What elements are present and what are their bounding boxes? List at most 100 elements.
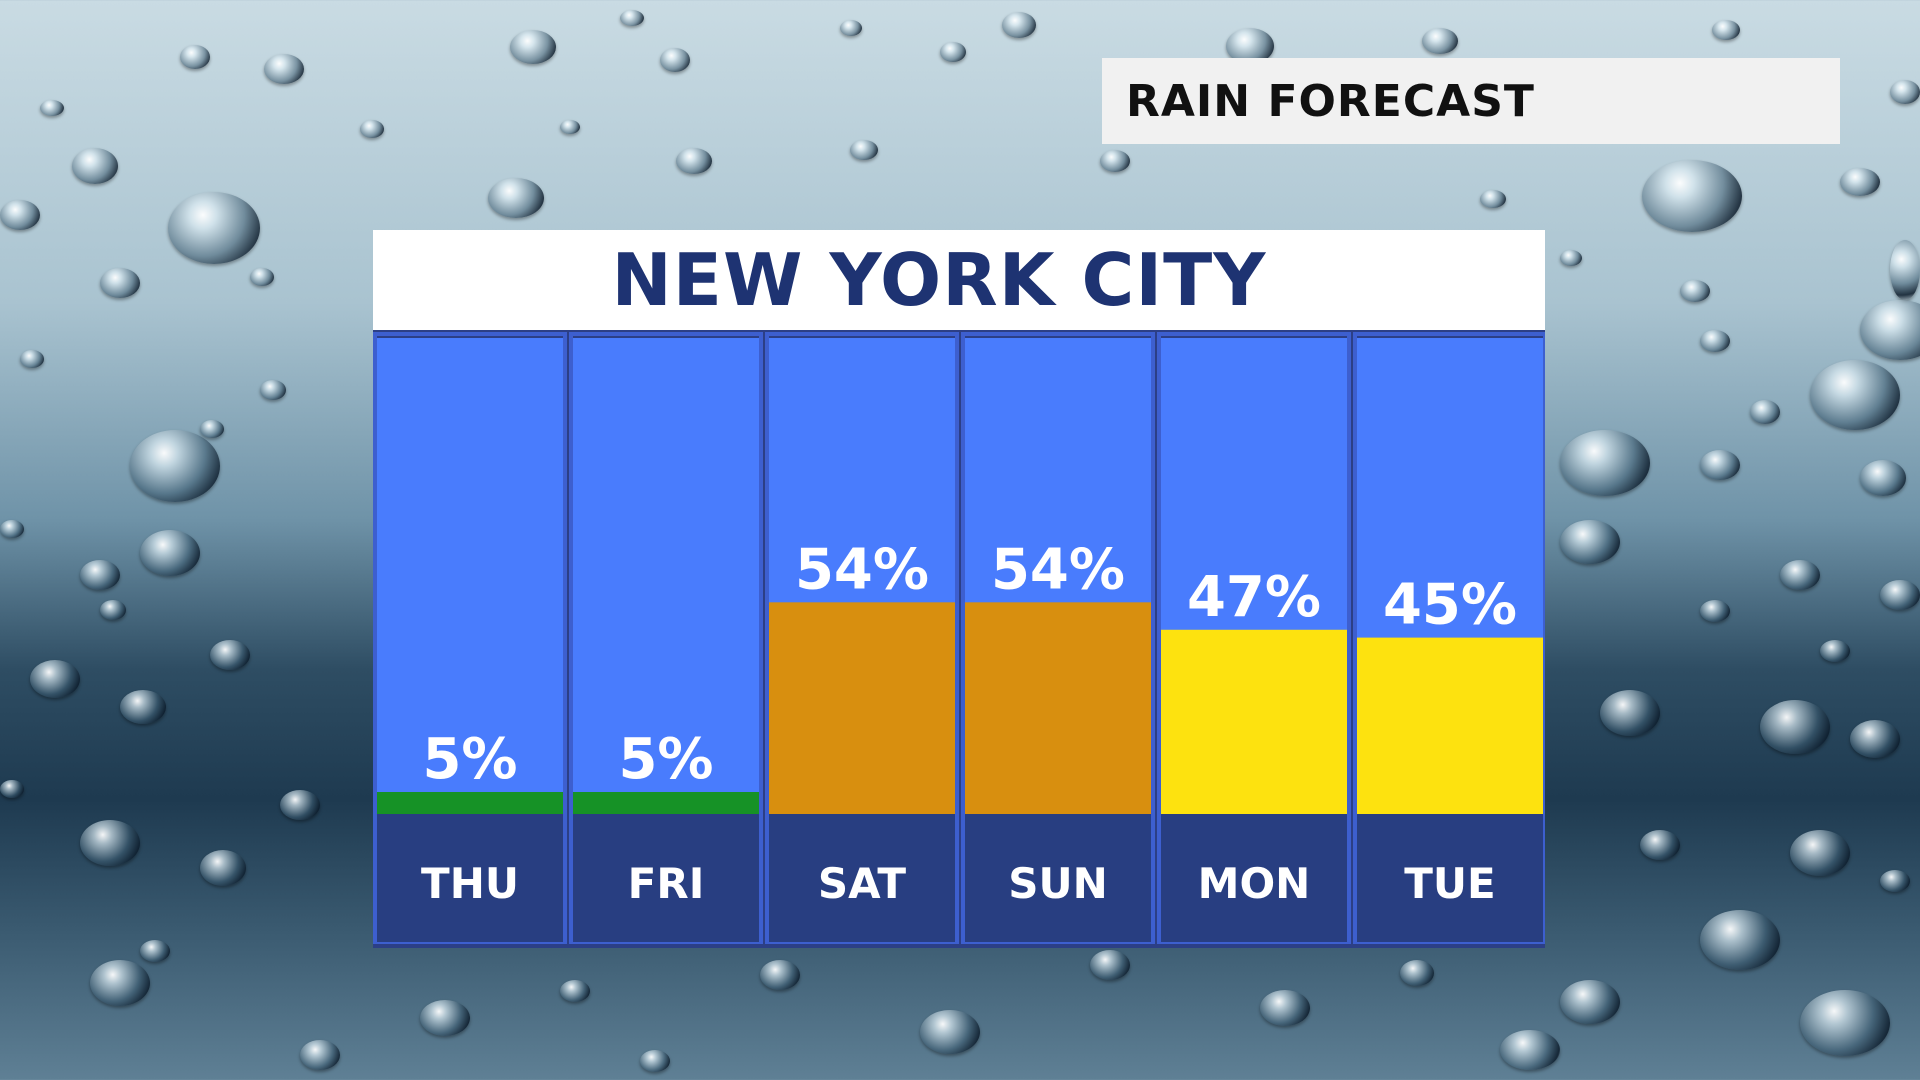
- bar-sat: [769, 602, 955, 814]
- raindrop: [560, 120, 580, 134]
- chart-title: NEW YORK CITY: [611, 238, 1267, 322]
- raindrop: [360, 120, 384, 138]
- raindrop: [1422, 28, 1458, 54]
- raindrop: [140, 530, 200, 576]
- raindrop: [420, 1000, 470, 1036]
- column-background: [573, 338, 759, 814]
- raindrop: [1890, 80, 1920, 104]
- value-label-fri: 5%: [618, 727, 713, 792]
- raindrop: [660, 48, 690, 72]
- raindrop: [80, 820, 140, 866]
- raindrop: [640, 1050, 670, 1072]
- raindrop: [1800, 990, 1890, 1056]
- chart-title-box: NEW YORK CITY: [373, 230, 1545, 330]
- raindrop: [1860, 300, 1920, 360]
- raindrop: [1500, 1030, 1560, 1070]
- raindrop: [1560, 980, 1620, 1024]
- category-label-mon: MON: [1198, 859, 1311, 908]
- raindrop: [850, 140, 878, 160]
- raindrop: [1480, 190, 1506, 208]
- raindrop: [1700, 330, 1730, 352]
- raindrop: [100, 268, 140, 298]
- raindrop: [1750, 400, 1780, 424]
- raindrop: [1712, 20, 1740, 40]
- day-column-mon: 47% MON: [1157, 332, 1351, 944]
- category-label-sat: SAT: [818, 859, 906, 908]
- category-label-fri: FRI: [628, 859, 705, 908]
- raindrop: [120, 690, 166, 724]
- raindrop: [1860, 460, 1906, 496]
- raindrop: [0, 780, 24, 798]
- raindrop: [280, 790, 320, 820]
- raindrop: [260, 380, 286, 400]
- value-label-mon: 47%: [1187, 565, 1321, 630]
- day-band-fri: [573, 814, 759, 942]
- raindrop: [210, 640, 250, 670]
- raindrop: [30, 660, 80, 698]
- day-column-sun: 54% SUN: [961, 332, 1155, 944]
- chart-plot-area: 5% THU 5% FRI 54% SAT 54% SUN 47% MON 45% TUE: [373, 332, 1545, 944]
- raindrop: [130, 430, 220, 502]
- raindrop: [676, 148, 712, 174]
- raindrop: [90, 960, 150, 1006]
- bar-mon: [1161, 629, 1347, 814]
- day-column-thu: 5% THU: [373, 332, 567, 944]
- raindrop: [1700, 600, 1730, 622]
- category-label-thu: THU: [421, 859, 519, 908]
- raindrop: [1810, 360, 1900, 430]
- chart-frame: 5% THU 5% FRI 54% SAT 54% SUN 47% MON 45% TUE: [373, 330, 1545, 948]
- raindrop: [1642, 160, 1742, 232]
- raindrop: [1880, 870, 1910, 892]
- raindrop: [1560, 250, 1582, 266]
- raindrop: [1100, 150, 1130, 172]
- raindrop: [1840, 168, 1880, 196]
- day-column-sat: 54% SAT: [765, 332, 959, 944]
- day-band-tue: [1357, 814, 1543, 942]
- bar-fri: [573, 792, 759, 814]
- category-label-tue: TUE: [1404, 859, 1495, 908]
- bar-tue: [1357, 637, 1543, 814]
- raindrop: [300, 1040, 340, 1070]
- raindrop: [1560, 520, 1620, 564]
- raindrop: [510, 30, 556, 64]
- raindrop: [1700, 450, 1740, 480]
- raindrop: [0, 200, 40, 230]
- raindrop: [760, 960, 800, 990]
- raindrop: [1002, 12, 1036, 38]
- category-label-sun: SUN: [1008, 859, 1108, 908]
- raindrop: [840, 20, 862, 36]
- raindrop: [200, 850, 246, 886]
- raindrop: [140, 940, 170, 962]
- raindrop: [168, 192, 260, 264]
- raindrop: [100, 600, 126, 620]
- rain-forecast-banner: RAIN FORECAST: [1102, 58, 1840, 144]
- day-band-mon: [1161, 814, 1347, 942]
- raindrop: [0, 520, 24, 538]
- rain-chance-chart: NEW YORK CITY 5% THU 5% FRI 54% SAT 54% SUN 47% M…: [373, 230, 1545, 948]
- day-column-fri: 5% FRI: [569, 332, 763, 944]
- value-label-sat: 54%: [795, 537, 929, 602]
- raindrop: [180, 45, 210, 69]
- raindrop: [1260, 990, 1310, 1026]
- day-band-sun: [965, 814, 1151, 942]
- raindrop: [40, 100, 64, 116]
- value-label-tue: 45%: [1383, 573, 1517, 638]
- raindrop: [1680, 280, 1710, 302]
- raindrop: [1850, 720, 1900, 758]
- value-label-sun: 54%: [991, 537, 1125, 602]
- raindrop: [940, 42, 966, 62]
- bar-sun: [965, 602, 1151, 814]
- raindrop: [264, 54, 304, 84]
- value-label-thu: 5%: [422, 727, 517, 792]
- raindrop: [1700, 910, 1780, 970]
- raindrop: [1820, 640, 1850, 662]
- raindrop: [1780, 560, 1820, 590]
- bar-thu: [377, 792, 563, 814]
- raindrop: [920, 1010, 980, 1054]
- raindrop: [72, 148, 118, 184]
- raindrop: [1760, 700, 1830, 754]
- raindrop: [1600, 690, 1660, 736]
- raindrop: [620, 10, 644, 26]
